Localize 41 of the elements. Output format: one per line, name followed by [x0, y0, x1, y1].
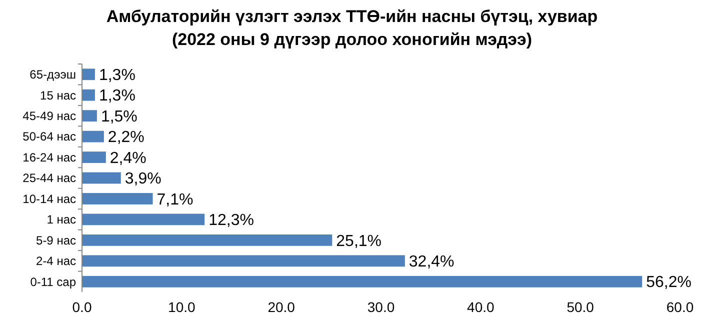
- data-label: 2,4%: [110, 150, 146, 167]
- y-tick-label: 65-дээш: [30, 68, 76, 82]
- y-tick-label: 16-24 нас: [22, 150, 76, 164]
- bar: [82, 152, 106, 163]
- x-tick-label: 40.0: [467, 299, 495, 315]
- bar: [82, 172, 121, 184]
- y-tick-label: 2-4 нас: [36, 254, 76, 268]
- data-label: 32,4%: [408, 254, 454, 271]
- data-label: 1,5%: [100, 108, 138, 126]
- y-tick-label: 15 нас: [40, 88, 76, 102]
- bar: [82, 234, 332, 246]
- data-label: 3,9%: [124, 170, 162, 188]
- data-label: 7,1%: [156, 191, 194, 208]
- x-tick-label: 60.0: [666, 299, 694, 315]
- bar: [82, 193, 153, 204]
- y-tick-label: 5-9 нас: [36, 233, 76, 248]
- bar: [82, 130, 104, 142]
- data-label: 25,1%: [336, 232, 382, 250]
- y-tick-label: 50-64 нас: [22, 130, 76, 144]
- bar: [82, 89, 95, 101]
- x-tick-label: 30.0: [367, 299, 395, 315]
- x-tick-label: 50.0: [566, 299, 594, 315]
- y-tick-label: 25-44 нас: [22, 171, 76, 186]
- data-label: 1,3%: [98, 88, 136, 105]
- data-label: 1,3%: [98, 66, 136, 84]
- data-label: 2,2%: [108, 129, 144, 146]
- x-tick-label: 10.0: [168, 299, 196, 315]
- chart-title: Амбулаторийн үзлэгт ээлэх ТТӨ-ийн насны бүтэц, хувиар (2022 оны 9 дүгээр долоо хоногийн мэдээ): [106, 7, 598, 49]
- bar: [82, 214, 205, 226]
- x-tick-label: 20.0: [268, 299, 296, 315]
- y-tick-label: 1 нас: [46, 212, 76, 227]
- data-label: 12,3%: [208, 212, 254, 230]
- y-tick-label: 0-11 сар: [30, 274, 76, 289]
- y-tick-label: 10-14 нас: [22, 192, 76, 206]
- bar: [82, 68, 95, 80]
- data-label: 56,2%: [646, 274, 692, 292]
- bar: [82, 110, 97, 122]
- bar: [82, 255, 405, 267]
- y-tick-label: 45-49 нас: [22, 109, 76, 124]
- bar: [82, 276, 642, 288]
- x-tick-label: 0.0: [72, 299, 92, 315]
